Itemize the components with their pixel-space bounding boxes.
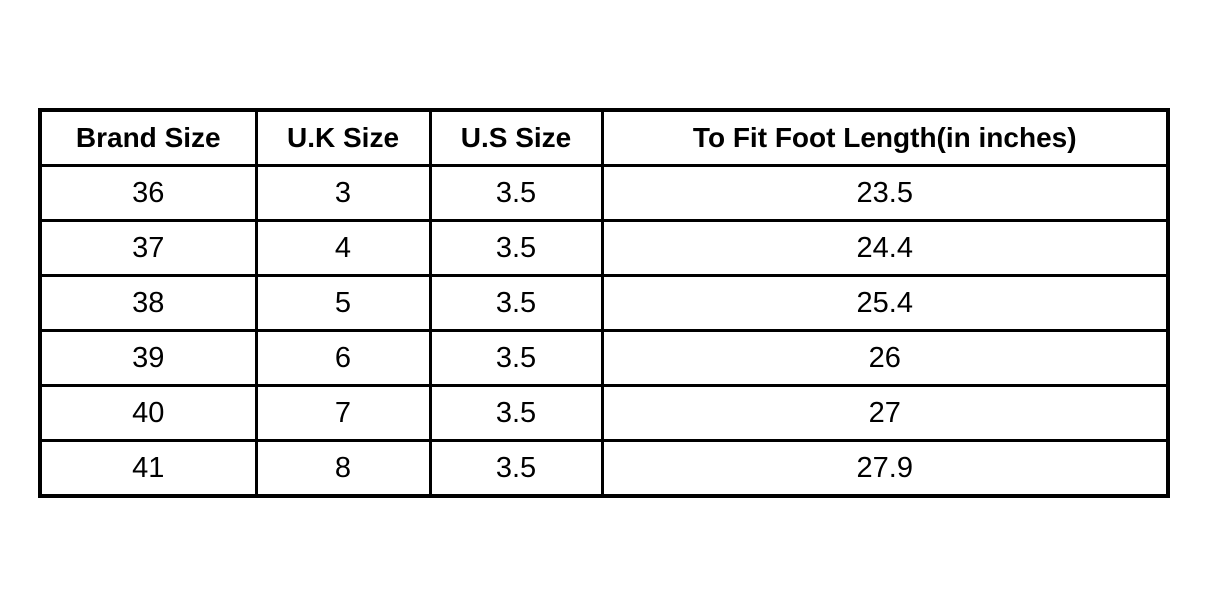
cell-uk-size: 4: [254, 219, 432, 277]
cell-uk-size: 7: [254, 384, 432, 442]
header-row: Brand Size U.K Size U.S Size To Fit Foot…: [38, 108, 1170, 167]
table-row: 39 6 3.5 26: [38, 329, 1170, 387]
cell-us-size: 3.5: [428, 439, 604, 498]
cell-uk-size: 5: [254, 274, 432, 332]
cell-foot-length: 25.4: [600, 274, 1170, 332]
cell-foot-length: 23.5: [600, 164, 1170, 222]
header-us-size: U.S Size: [428, 108, 604, 167]
cell-foot-length: 27.9: [600, 439, 1170, 498]
cell-us-size: 3.5: [428, 219, 604, 277]
cell-us-size: 3.5: [428, 274, 604, 332]
cell-us-size: 3.5: [428, 329, 604, 387]
cell-brand-size: 40: [38, 384, 258, 442]
cell-uk-size: 3: [254, 164, 432, 222]
cell-us-size: 3.5: [428, 384, 604, 442]
header-brand-size: Brand Size: [38, 108, 258, 167]
cell-brand-size: 36: [38, 164, 258, 222]
table-row: 36 3 3.5 23.5: [38, 164, 1170, 222]
size-chart-table: Brand Size U.K Size U.S Size To Fit Foot…: [38, 108, 1170, 498]
table-row: 38 5 3.5 25.4: [38, 274, 1170, 332]
cell-brand-size: 37: [38, 219, 258, 277]
header-uk-size: U.K Size: [254, 108, 432, 167]
cell-brand-size: 39: [38, 329, 258, 387]
cell-foot-length: 26: [600, 329, 1170, 387]
cell-uk-size: 8: [254, 439, 432, 498]
table-row: 37 4 3.5 24.4: [38, 219, 1170, 277]
header-foot-length: To Fit Foot Length(in inches): [600, 108, 1170, 167]
cell-foot-length: 24.4: [600, 219, 1170, 277]
cell-uk-size: 6: [254, 329, 432, 387]
cell-foot-length: 27: [600, 384, 1170, 442]
table-row: 41 8 3.5 27.9: [38, 439, 1170, 498]
table-row: 40 7 3.5 27: [38, 384, 1170, 442]
cell-brand-size: 38: [38, 274, 258, 332]
cell-us-size: 3.5: [428, 164, 604, 222]
cell-brand-size: 41: [38, 439, 258, 498]
